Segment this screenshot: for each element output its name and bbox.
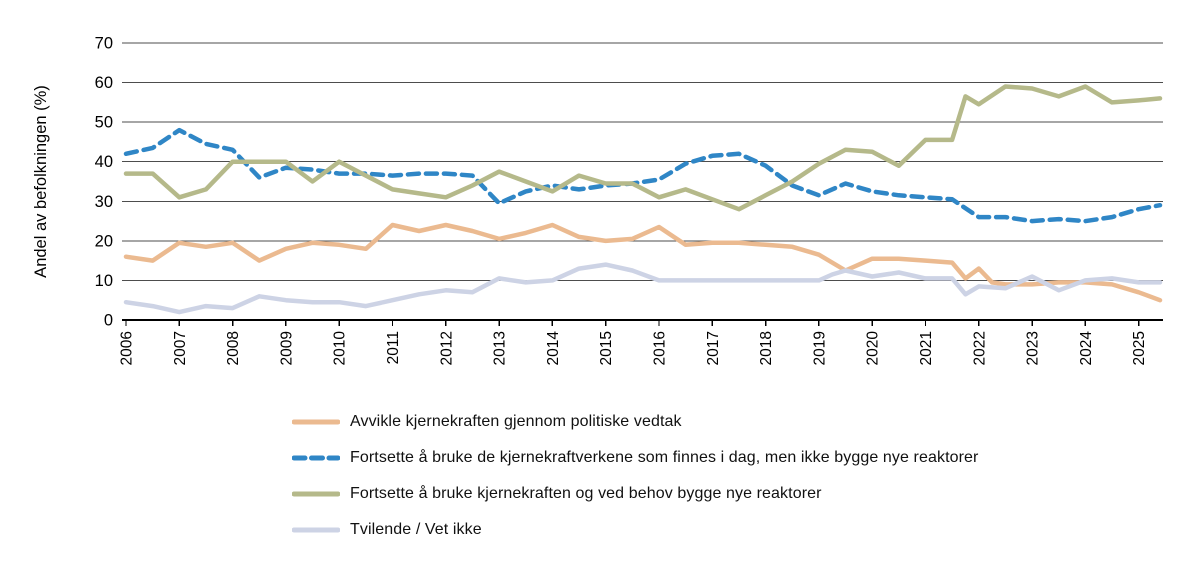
line-chart: 2006 2007 2008 2009 2010 2011 2012 2013 2014 2015… [32,35,1163,366]
legend-label-tvilende: Tvilende / Vet ikke [350,521,482,538]
legend-label-fortsette-med-nye: Fortsette å bruke kjernekraften og ved b… [350,485,822,502]
y-tick-label: 10 [95,272,113,290]
x-tick-label: 2020 [865,331,882,366]
x-tick-label: 2024 [1078,331,1095,366]
x-tick-label: 2010 [332,331,349,366]
gridlines [122,42,1163,281]
x-tick-label: 2009 [278,331,295,365]
series-line-tvilende [123,262,1163,315]
legend-label-fortsette-uten-nye: Fortsette å bruke de kjernekraftverkene … [350,449,979,466]
x-tick-label: 2016 [652,331,669,365]
legend-item-avvikle: Avvikle kjernekraften gjennom politiske … [292,404,978,440]
series-line-fortsette-uten-nye [123,127,1163,224]
x-tick-label: 2006 [119,331,136,365]
y-tick-label: 0 [104,312,113,330]
legend-item-tvilende: Tvilende / Vet ikke [292,512,978,548]
x-tick-label: 2014 [545,331,562,366]
y-tick-label: 40 [95,153,113,171]
x-tick-label: 2011 [385,331,402,364]
legend-swatch-fortsette-uten-nye [292,455,340,461]
x-tick-label: 2022 [971,331,988,365]
x-tick-label: 2019 [811,331,828,365]
y-tick-label: 70 [95,35,113,53]
legend-item-fortsette-med-nye: Fortsette å bruke kjernekraften og ved b… [292,476,978,512]
x-tick-label: 2013 [492,331,509,365]
chart-legend: Avvikle kjernekraften gjennom politiske … [292,404,978,548]
x-tick-label: 2008 [225,331,242,365]
series-line-fortsette-med-nye [123,84,1163,212]
x-tick-label: 2015 [598,331,615,365]
x-tick-label: 2023 [1025,331,1042,365]
y-tick-label: 30 [95,193,113,211]
x-tick-label: 2012 [438,331,455,365]
legend-label-avvikle: Avvikle kjernekraften gjennom politiske … [350,413,682,430]
x-tick-label: 2025 [1131,331,1148,365]
x-axis: 2006 2007 2008 2009 2010 2011 2012 2013 2014 2015… [119,319,1163,366]
x-tick-label: 2018 [758,331,775,365]
y-axis-title: Andel av befolkningen (%) [32,85,50,278]
x-tick-label: 2007 [172,331,189,365]
series-line-avvikle [123,222,1163,303]
legend-swatch-avvikle [292,419,340,425]
legend-item-fortsette-uten-nye: Fortsette å bruke de kjernekraftverkene … [292,440,978,476]
y-axis: 0 10 20 30 40 50 60 70 Andel av befolkningen (%) [32,35,113,330]
x-tick-label: 2021 [918,331,935,365]
x-tick-label: 2017 [705,331,722,365]
legend-swatch-tvilende [292,527,340,533]
y-tick-label: 20 [95,232,113,250]
y-tick-label: 60 [95,74,113,92]
y-tick-label: 50 [95,114,113,132]
legend-swatch-fortsette-med-nye [292,491,340,497]
